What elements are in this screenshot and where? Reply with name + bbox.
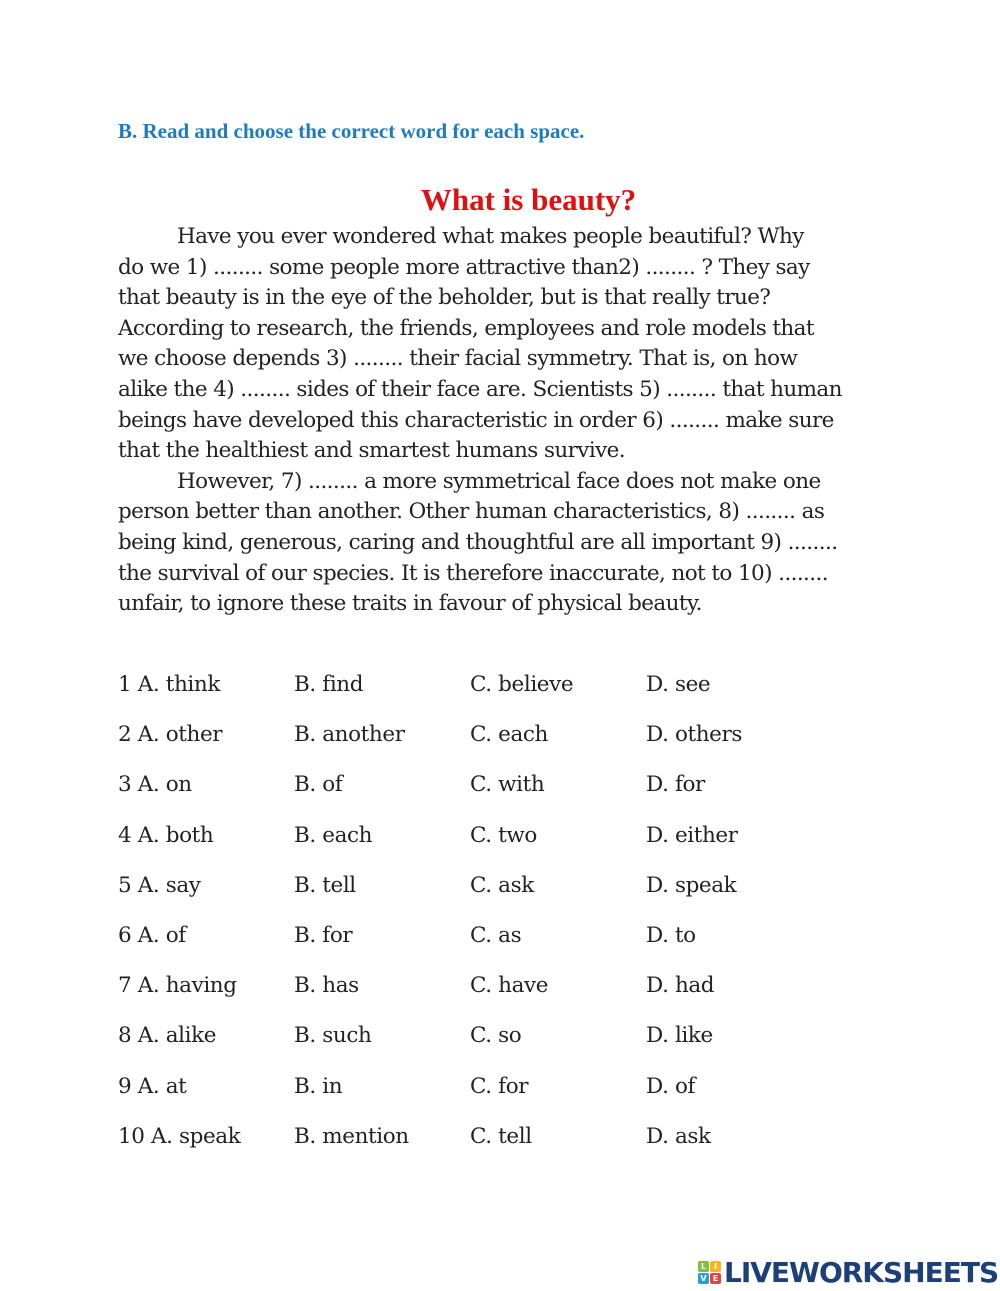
answer-option[interactable]: 1 A. think [118, 672, 220, 697]
answer-option[interactable]: D. to [646, 922, 696, 948]
answer-option[interactable]: B. has [294, 973, 359, 999]
answer-option[interactable]: C. for [470, 1073, 529, 1099]
answer-option[interactable]: B. mention [294, 1123, 409, 1149]
answer-option[interactable]: 7 A. having [118, 973, 237, 999]
answer-option[interactable]: 9 A. at [118, 1073, 187, 1099]
logo-text: LIVEWORKSHEETS [724, 1256, 999, 1289]
question-row: 10 A. speak B. mention C. tell D. ask [118, 1120, 918, 1170]
answer-option[interactable]: B. each [294, 822, 373, 848]
answer-option[interactable]: C. each [470, 722, 548, 748]
badge-letter: V [698, 1273, 709, 1284]
answer-option[interactable]: D. others [646, 722, 743, 748]
answer-option[interactable]: 2 A. other [118, 722, 223, 748]
passage-line: alike the 4) ........ sides of their fac… [118, 376, 842, 402]
answer-option[interactable]: B. for [294, 922, 353, 948]
question-row: 4 A. both B. each C. two D. either [118, 819, 918, 869]
answer-option[interactable]: D. see [646, 672, 711, 697]
answer-option[interactable]: C. tell [470, 1123, 532, 1149]
badge-letter: E [710, 1273, 721, 1284]
passage-line: being kind, generous, caring and thought… [118, 529, 838, 555]
passage-line: the survival of our species. It is there… [118, 560, 829, 586]
instruction-heading: B. Read and choose the correct word for … [118, 119, 585, 143]
passage-line: we choose depends 3) ........ their faci… [118, 346, 798, 372]
answer-option[interactable]: B. in [294, 1073, 343, 1099]
answer-option[interactable]: C. so [470, 1023, 522, 1049]
answer-option[interactable]: D. speak [646, 872, 737, 898]
answer-option[interactable]: D. either [646, 822, 738, 848]
question-row: 9 A. at B. in C. for D. of [118, 1070, 918, 1120]
badge-letter: I [710, 1261, 721, 1272]
answer-option[interactable]: 8 A. alike [118, 1023, 217, 1049]
passage-line: person better than another. Other human … [118, 499, 825, 525]
answer-option[interactable]: C. as [470, 922, 522, 948]
question-row: 1 A. think B. find C. believe D. see [118, 668, 918, 718]
passage-line: that beauty is in the eye of the beholde… [118, 285, 771, 311]
answer-option[interactable]: C. have [470, 973, 549, 999]
question-row: 6 A. of B. for C. as D. to [118, 919, 918, 969]
answer-option[interactable]: B. of [294, 772, 343, 798]
answer-option[interactable]: B. tell [294, 872, 356, 898]
question-row: 7 A. having B. has C. have D. had [118, 969, 918, 1019]
answer-option[interactable]: D. like [646, 1023, 713, 1049]
answer-option[interactable]: D. for [646, 772, 705, 798]
answer-option[interactable]: 3 A. on [118, 772, 192, 798]
answer-option[interactable]: 10 A. speak [118, 1123, 241, 1149]
answer-option[interactable]: 5 A. say [118, 872, 201, 898]
passage-line: do we 1) ........ some people more attra… [118, 254, 810, 280]
answer-option[interactable]: D. of [646, 1073, 696, 1099]
question-row: 5 A. say B. tell C. ask D. speak [118, 869, 918, 919]
options-list: 1 A. think B. find C. believe D. see 2 A. ot… [118, 668, 918, 1170]
passage-line: However, 7) ........ a more symmetrical … [177, 468, 821, 494]
answer-option[interactable]: D. ask [646, 1123, 711, 1149]
question-row: 8 A. alike B. such C. so D. like [118, 1019, 918, 1069]
answer-option[interactable]: B. another [294, 722, 405, 748]
passage-line: beings have developed this characteristi… [118, 407, 834, 433]
answer-option[interactable]: C. ask [470, 872, 534, 898]
passage-title: What is beauty? [420, 182, 637, 217]
answer-option[interactable]: D. had [646, 973, 715, 999]
answer-option[interactable]: B. find [294, 672, 364, 697]
passage-line: unfair, to ignore these traits in favour… [118, 591, 702, 617]
answer-option[interactable]: C. with [470, 772, 545, 798]
passage-line: that the healthiest and smartest humans … [118, 438, 626, 464]
badge-letter: L [698, 1261, 709, 1272]
answer-option[interactable]: B. such [294, 1023, 372, 1049]
answer-option[interactable]: C. two [470, 822, 537, 848]
answer-option[interactable]: 4 A. both [118, 822, 214, 848]
question-row: 3 A. on B. of C. with D. for [118, 768, 918, 818]
passage-line: Have you ever wondered what makes people… [177, 224, 804, 249]
passage-line: According to research, the friends, empl… [118, 315, 815, 341]
answer-option[interactable]: 6 A. of [118, 922, 186, 948]
passage: Have you ever wondered what makes people… [118, 222, 898, 620]
question-row: 2 A. other B. another C. each D. others [118, 718, 918, 768]
answer-option[interactable]: C. believe [470, 672, 574, 697]
